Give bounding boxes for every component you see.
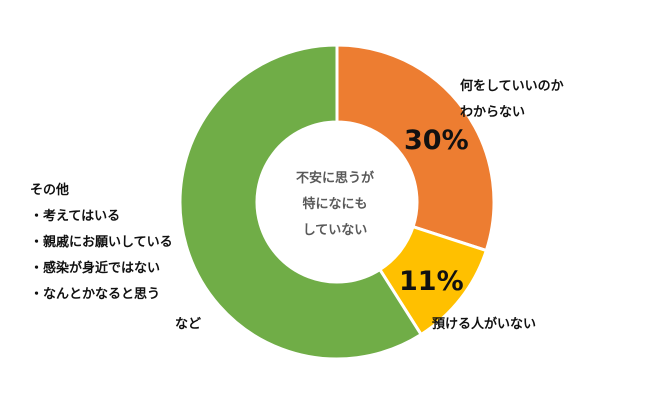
center-label-line-2: 特になにも: [302, 197, 368, 212]
slice-label-other-line-5: ・なんとかなると思う: [30, 287, 161, 302]
slice-label-no-one: 預ける人がいない: [432, 317, 537, 332]
slice-value-label-no-one: 11%: [399, 266, 464, 297]
donut-slice-0: [335, 43, 496, 253]
slice-label-other-line-3: ・親戚にお願いしている: [30, 235, 173, 250]
slice-label-unknown-line-2: わからない: [460, 105, 526, 120]
center-label-line-1: 不安に思うが: [295, 171, 374, 186]
center-label-line-3: していない: [302, 223, 368, 238]
slice-label-unknown-line-1: 何をしていいのか: [460, 79, 564, 94]
slice-label-other-line-1: その他: [30, 183, 70, 198]
slice-value-label-unknown: 30%: [404, 125, 469, 156]
slice-label-other-line-2: ・考えてはいる: [30, 209, 121, 224]
slice-label-other-line-6: など: [175, 317, 202, 332]
slice-label-other-line-4: ・感染が身近ではない: [30, 261, 161, 276]
donut-slice-2: [178, 43, 424, 361]
